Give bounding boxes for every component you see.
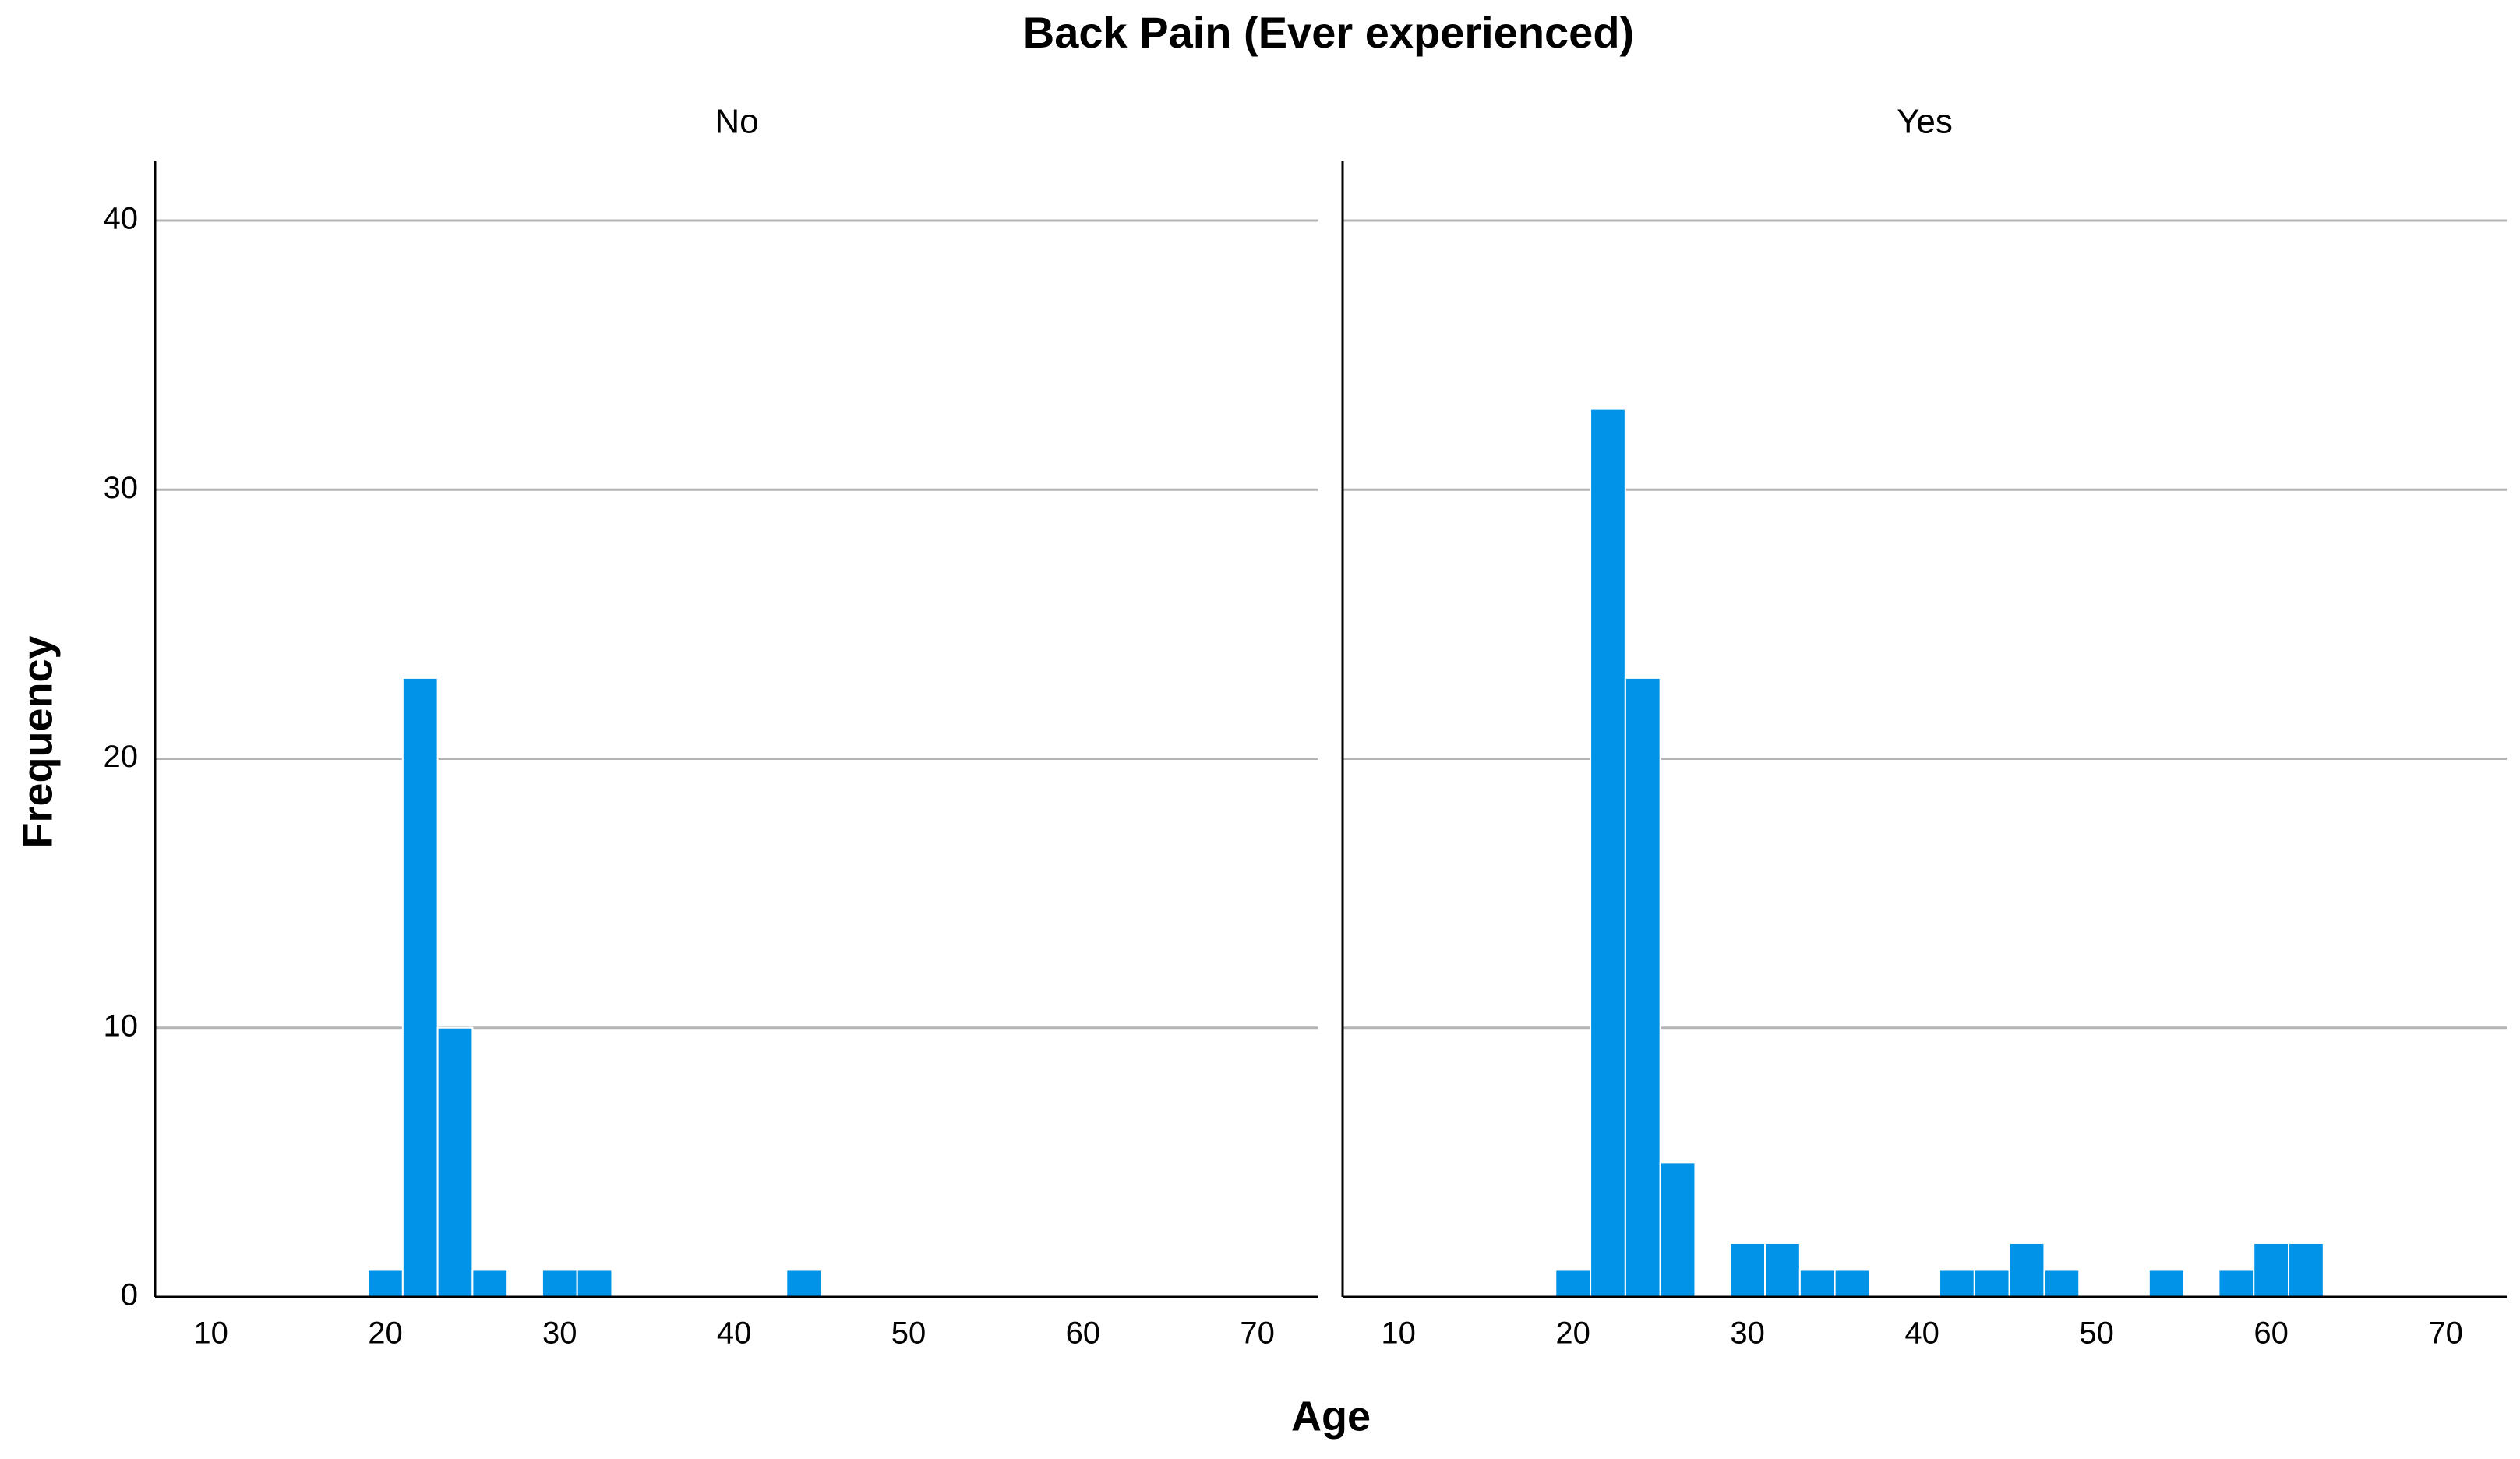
y-tick-label: 0	[121, 1278, 138, 1312]
bar	[541, 1269, 578, 1298]
x-tick-label: 50	[2079, 1316, 2114, 1351]
y-axis-title: Frequency	[14, 635, 61, 848]
y-tick-label: 30	[104, 471, 139, 505]
bar	[1555, 1269, 1592, 1298]
bar	[2218, 1269, 2255, 1298]
bar	[1624, 677, 1661, 1298]
bar	[1590, 408, 1626, 1298]
y-tick-label: 10	[104, 1009, 139, 1043]
chart-title: Back Pain (Ever experienced)	[1023, 8, 1634, 57]
x-tick-label: 50	[891, 1316, 926, 1351]
x-tick-label: 40	[717, 1316, 752, 1351]
x-tick-label: 70	[1240, 1316, 1275, 1351]
x-tick-label: 20	[368, 1316, 403, 1351]
panel-title: Yes	[1897, 103, 1953, 141]
bar	[1659, 1161, 1696, 1298]
bar	[1729, 1242, 1766, 1298]
bar	[471, 1269, 509, 1298]
x-tick-label: 30	[1730, 1316, 1765, 1351]
x-axis-title: Age	[1291, 1393, 1371, 1440]
bar	[2288, 1242, 2324, 1298]
bar	[401, 677, 439, 1298]
x-tick-label: 20	[1555, 1316, 1590, 1351]
x-tick-label: 30	[542, 1316, 577, 1351]
bar	[785, 1269, 823, 1298]
bar	[2253, 1242, 2290, 1298]
x-tick-label: 60	[1066, 1316, 1101, 1351]
bar	[2148, 1269, 2185, 1298]
y-tick-label: 20	[104, 740, 139, 774]
x-tick-label: 40	[1904, 1316, 1939, 1351]
panel-title: No	[715, 103, 758, 141]
bar	[2008, 1242, 2045, 1298]
bar	[576, 1269, 613, 1298]
bar	[1834, 1269, 1871, 1298]
y-tick-label: 40	[104, 202, 139, 236]
bar	[367, 1269, 404, 1298]
x-tick-label: 10	[1381, 1316, 1416, 1351]
x-tick-label: 60	[2254, 1316, 2289, 1351]
bar	[1798, 1269, 1836, 1298]
bar	[1764, 1242, 1801, 1298]
bar	[436, 1026, 474, 1298]
x-tick-label: 10	[193, 1316, 228, 1351]
bar	[2043, 1269, 2081, 1298]
bar	[1939, 1269, 1975, 1298]
bar	[1973, 1269, 2010, 1298]
x-tick-label: 70	[2428, 1316, 2463, 1351]
